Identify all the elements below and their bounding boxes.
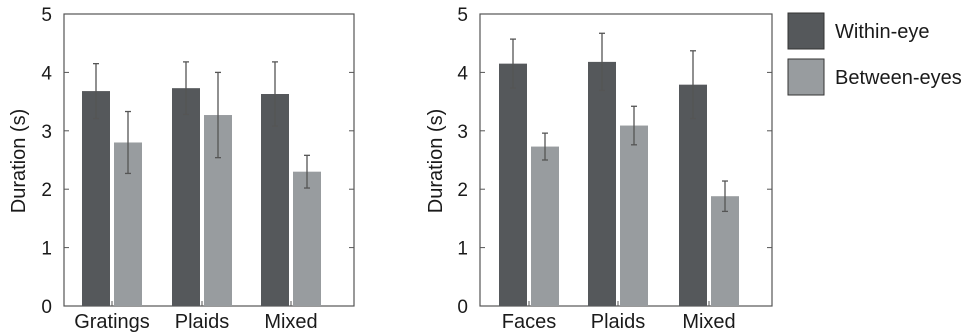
y-tick-label: 2 <box>457 180 468 201</box>
bar-within-eye <box>261 94 289 307</box>
category-label: Mixed <box>264 311 317 333</box>
legend-label-between-eyes: Between-eyes <box>835 67 962 89</box>
legend-label-within-eye: Within-eye <box>835 21 929 43</box>
chart-right: Duration (s) 0 1 2 3 4 5 Faces Plaids Mixed <box>425 5 773 333</box>
y-tick-label: 0 <box>457 297 468 318</box>
y-tick-label: 1 <box>457 239 468 260</box>
category-label: Gratings <box>74 311 150 333</box>
category-label: Faces <box>502 311 556 333</box>
bar-between-eyes <box>711 196 739 306</box>
category-label: Mixed <box>682 311 735 333</box>
bar-within-eye <box>172 88 200 306</box>
y-tick-label: 3 <box>41 122 52 143</box>
bar-between-eyes <box>531 146 559 306</box>
y-tick-label: 5 <box>457 5 468 26</box>
y-tick-label: 4 <box>457 63 468 84</box>
category-label: Plaids <box>175 311 229 333</box>
chart-left: Duration (s) 0 1 2 3 4 5 Gratings Plaids Mixed <box>8 5 355 333</box>
legend: Within-eye Between-eyes <box>787 12 962 96</box>
y-tick-label: 1 <box>41 239 52 260</box>
legend-swatch-between-eyes <box>787 58 825 96</box>
y-tick-label: 4 <box>41 63 52 84</box>
bar-within-eye <box>499 63 527 306</box>
bar-within-eye <box>679 84 707 306</box>
bar-within-eye <box>588 61 616 306</box>
y-axis-label: Duration (s) <box>8 109 30 213</box>
bar-within-eye <box>82 91 110 306</box>
y-tick-label: 3 <box>457 122 468 143</box>
bar-between-eyes <box>293 171 321 306</box>
y-tick-label: 5 <box>41 5 52 26</box>
y-tick-label: 0 <box>41 297 52 318</box>
legend-swatch-within-eye <box>787 12 825 50</box>
y-axis-label: Duration (s) <box>425 109 447 213</box>
bar-between-eyes <box>620 125 648 306</box>
y-tick-label: 2 <box>41 180 52 201</box>
category-label: Plaids <box>591 311 645 333</box>
